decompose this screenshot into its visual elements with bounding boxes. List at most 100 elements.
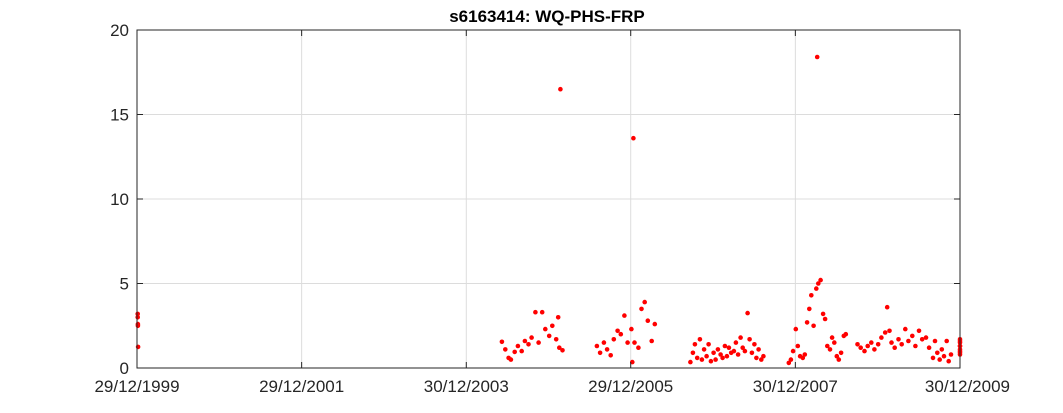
data-point <box>499 339 505 345</box>
data-point <box>790 348 796 354</box>
y-tick-label: 10 <box>110 190 129 209</box>
data-point <box>601 340 607 345</box>
x-tick-label: 30/12/2007 <box>753 377 838 396</box>
data-point <box>539 309 545 315</box>
data-point <box>713 357 718 362</box>
data-point <box>838 350 844 356</box>
data-point <box>889 340 894 345</box>
x-tick-label: 30/12/2003 <box>424 377 509 396</box>
data-point <box>738 335 743 340</box>
data-point <box>827 347 833 352</box>
data-point <box>814 54 820 60</box>
data-point <box>919 337 925 342</box>
data-point <box>720 355 725 361</box>
data-point <box>522 338 528 344</box>
data-point <box>843 331 849 337</box>
data-point <box>529 335 534 340</box>
data-point <box>829 335 835 340</box>
data-point <box>825 343 830 349</box>
data-point <box>756 347 761 352</box>
data-point <box>788 357 794 362</box>
data-point <box>508 357 514 362</box>
data-point <box>533 309 538 315</box>
data-point <box>754 355 759 361</box>
data-point <box>814 286 819 291</box>
y-tick-label: 15 <box>110 106 129 125</box>
data-point <box>704 353 709 359</box>
data-point <box>722 343 728 349</box>
y-tick-label: 0 <box>120 359 129 378</box>
data-point <box>135 323 141 329</box>
data-point <box>597 350 603 356</box>
data-point <box>869 340 874 345</box>
data-point <box>820 311 826 317</box>
data-point <box>811 323 816 329</box>
data-point <box>882 330 888 335</box>
data-point <box>608 353 613 358</box>
data-point <box>913 343 918 349</box>
data-point <box>906 338 911 344</box>
data-point <box>694 355 700 361</box>
data-point <box>715 347 721 352</box>
data-point <box>946 358 951 364</box>
data-point <box>910 333 915 339</box>
data-point <box>941 353 947 359</box>
data-point <box>632 340 637 345</box>
data-point <box>543 326 548 332</box>
data-point <box>557 345 562 351</box>
data-point <box>636 345 641 351</box>
data-point <box>935 350 940 356</box>
data-point <box>932 338 938 344</box>
data-point <box>923 335 929 340</box>
data-point <box>555 315 561 320</box>
data-point <box>553 337 559 342</box>
data-point <box>944 338 949 344</box>
data-point <box>862 348 867 354</box>
data-point <box>604 347 610 352</box>
data-point <box>649 338 654 344</box>
data-point <box>749 350 755 356</box>
data-point <box>752 342 757 347</box>
data-point <box>747 337 752 342</box>
grid <box>136 29 961 369</box>
data-point <box>558 86 563 92</box>
x-tick-label: 30/12/2009 <box>925 377 1010 396</box>
data-point <box>652 321 658 327</box>
data-point <box>832 340 837 345</box>
data-point <box>688 359 693 365</box>
data-point <box>822 316 828 322</box>
data-point <box>735 352 741 357</box>
data-point <box>865 343 870 349</box>
x-tick-label: 29/12/2005 <box>588 377 673 396</box>
data-point <box>135 344 141 350</box>
data-point <box>519 348 524 354</box>
data-point <box>884 304 890 310</box>
data-point <box>642 299 647 305</box>
data-point <box>629 326 634 332</box>
data-point <box>879 335 884 340</box>
data-point <box>726 345 732 351</box>
data-point <box>937 357 942 362</box>
data-point <box>858 345 863 351</box>
data-point <box>745 310 750 316</box>
data-point <box>718 352 723 357</box>
data-point <box>701 347 707 352</box>
data-point <box>611 337 617 342</box>
data-point <box>135 315 140 320</box>
data-point <box>809 293 814 298</box>
data-point <box>560 348 565 353</box>
y-axis: 0 5 10 15 20 <box>110 21 960 378</box>
data-point <box>834 353 840 359</box>
y-tick-label: 5 <box>120 275 129 294</box>
data-point <box>855 342 860 347</box>
data-point <box>872 347 877 352</box>
data-point <box>512 349 517 355</box>
data-point <box>690 350 696 356</box>
data-point <box>916 328 922 334</box>
data-point <box>926 345 932 351</box>
data-point <box>625 340 630 345</box>
data-point <box>546 333 552 339</box>
data-point <box>759 357 764 362</box>
data-point <box>740 345 745 351</box>
data-point <box>692 342 698 347</box>
